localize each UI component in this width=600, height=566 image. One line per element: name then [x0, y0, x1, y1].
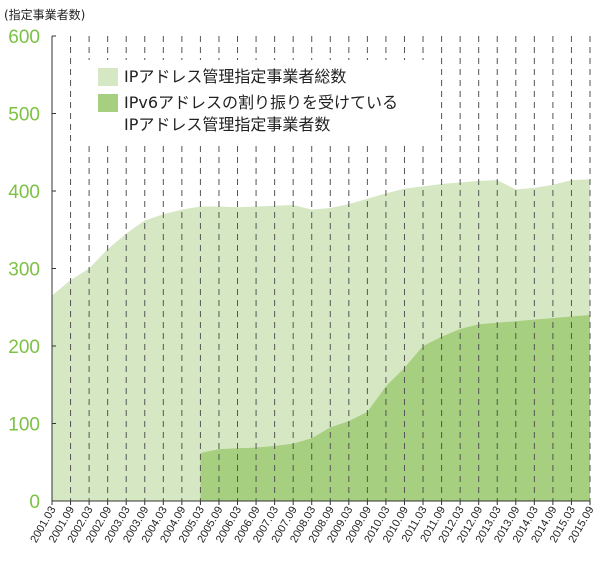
- legend-label: IPアドレス管理指定事業者総数: [124, 67, 346, 86]
- y-tick-labels: 0 100 200 300 400 500 600: [8, 27, 40, 513]
- y-tick-label: 300: [8, 260, 40, 281]
- legend-swatch: [98, 94, 118, 112]
- legend-box: [82, 60, 427, 144]
- y-tick-label: 200: [8, 337, 40, 358]
- series-area-1: [200, 315, 590, 501]
- y-tick-label: 100: [8, 415, 40, 436]
- legend-label: IPアドレス管理指定事業者数: [124, 115, 330, 134]
- legend: IPアドレス管理指定事業者総数 IPv6アドレスの割り振りを受けている IPアドレス…: [82, 60, 427, 144]
- chart-areas: [52, 179, 590, 501]
- y-tick-label: 600: [8, 27, 40, 48]
- y-tick-label: 500: [8, 105, 40, 126]
- x-tick-labels: 2001.032001.092002.032002.092003.032003.…: [28, 505, 596, 545]
- legend-swatch: [98, 68, 118, 86]
- axes: [51, 35, 591, 505]
- legend-label: IPv6アドレスの割り振りを受けている: [124, 93, 398, 112]
- y-tick-label: 0: [29, 492, 40, 513]
- y-tick-label: 400: [8, 182, 40, 203]
- y-axis-label: (指定事業者数): [4, 8, 86, 22]
